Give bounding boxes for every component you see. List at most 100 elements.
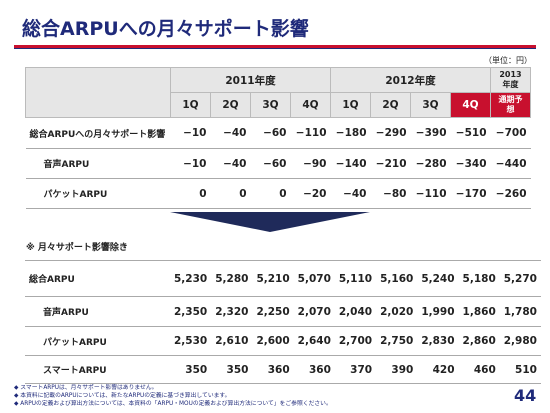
cell-value: −700: [490, 117, 531, 149]
cell-value: −440: [490, 148, 531, 179]
cell-value: −80: [370, 178, 411, 209]
cell-value: 5,280: [211, 260, 253, 297]
title-rule: [14, 45, 536, 48]
cell-value: 1,860: [458, 296, 500, 327]
cell-value: −40: [330, 178, 371, 209]
cell-value: 2,530: [170, 326, 212, 356]
cell-value: −510: [450, 117, 491, 149]
year-row: 2011年度 2012年度 2013 年度: [25, 67, 531, 118]
cell-value: 5,270: [499, 260, 541, 297]
quarter-row: 1Q 2Q 3Q 4Q 1Q 2Q 3Q 4Q 通期予想: [26, 92, 531, 118]
quarter-header: 3Q: [410, 92, 451, 118]
row-label: パケットARPU: [25, 178, 171, 209]
footnote: ◆ 本資料に記載のARPUについては、新たなARPUの定義に基づき算出しています…: [14, 393, 231, 399]
cell-value: 2,040: [334, 296, 377, 327]
footnote: ◆ スマートARPUは、月々サポート影響はありません。: [14, 385, 158, 391]
quarter-header: 4Q: [450, 92, 491, 118]
cell-value: −210: [370, 148, 411, 179]
row-label: 総合ARPUへの月々サポート影響: [25, 117, 171, 149]
cell-value: 2,610: [211, 326, 253, 356]
row-label: 音声ARPU: [25, 296, 170, 327]
cell-value: 1,990: [417, 296, 459, 327]
cell-value: −280: [410, 148, 451, 179]
cell-value: 2,350: [170, 296, 212, 327]
year-header: 2013 年度: [490, 67, 531, 93]
cell-value: −110: [290, 117, 331, 149]
cell-value: −10: [170, 117, 211, 149]
cell-value: 2,250: [252, 296, 294, 327]
cell-value: −180: [330, 117, 371, 149]
cell-value: 5,110: [334, 260, 377, 297]
unit-label: （単位：円）: [484, 56, 532, 65]
note: ※ 月々サポート影響除き: [26, 243, 128, 253]
quarter-header: 2Q: [210, 92, 251, 118]
cell-value: 390: [376, 355, 418, 384]
cell-value: −340: [450, 148, 491, 179]
cell-value: 5,160: [376, 260, 418, 297]
quarter-header: 1Q: [330, 92, 371, 118]
cell-value: 0: [250, 178, 291, 209]
row-label: 総合ARPU: [25, 260, 170, 297]
cell-value: 5,240: [417, 260, 459, 297]
quarter-header: 通期予想: [490, 92, 531, 118]
cell-value: 0: [210, 178, 251, 209]
cell-value: −40: [210, 117, 251, 149]
cell-value: 5,210: [252, 260, 294, 297]
cell-value: −260: [490, 178, 531, 209]
arpu-table: 総合ARPU 5,230 5,280 5,210 5,070 5,110 5,160 5,24…: [25, 260, 541, 384]
cell-value: 2,980: [499, 326, 541, 356]
down-arrow: [170, 212, 370, 232]
cell-value: 0: [170, 178, 211, 209]
cell-value: −390: [410, 117, 451, 149]
cell-value: 370: [334, 355, 377, 384]
quarter-header: 2Q: [370, 92, 411, 118]
cell-value: 460: [458, 355, 500, 384]
table-row: 音声ARPU −10 −40 −60 −90 −140 −210 −280 −340 −440: [25, 148, 531, 179]
cell-value: 2,320: [211, 296, 253, 327]
quarter-header: 3Q: [250, 92, 291, 118]
cell-value: 420: [417, 355, 459, 384]
cell-value: 2,640: [293, 326, 335, 356]
cell-value: −290: [370, 117, 411, 149]
arrow-shape: [170, 212, 370, 232]
table-row: 総合ARPU 5,230 5,280 5,210 5,070 5,110 5,160 5,24…: [25, 260, 541, 297]
cell-value: 2,860: [458, 326, 500, 356]
cell-value: 2,020: [376, 296, 418, 327]
row-label: スマートARPU: [25, 355, 170, 384]
blank-header: [25, 67, 171, 118]
cell-value: −10: [170, 148, 211, 179]
cell-value: 2,700: [334, 326, 377, 356]
cell-value: −140: [330, 148, 371, 179]
cell-value: 360: [293, 355, 335, 384]
slide-title: 総合ARPUへの月々サポート影響: [22, 18, 309, 40]
cell-value: 5,180: [458, 260, 500, 297]
cell-value: −40: [210, 148, 251, 179]
year-header: 2012年度: [330, 67, 491, 93]
table-row: 総合ARPUへの月々サポート影響 −10 −40 −60 −110 −180 −290 −39…: [25, 117, 531, 149]
title-rule: [14, 48, 536, 49]
table-row: パケットARPU 0 0 0 −20 −40 −80 −110 −170 −260: [25, 178, 531, 209]
cell-value: −170: [450, 178, 491, 209]
cell-value: 2,750: [376, 326, 418, 356]
cell-value: −60: [250, 117, 291, 149]
cell-value: 2,830: [417, 326, 459, 356]
cell-value: −20: [290, 178, 331, 209]
impact-table: 2011年度 2012年度 2013 年度 1Q 2Q 3Q 4Q 1Q 2Q 3Q 4Q 通期予想総…: [25, 67, 531, 209]
cell-value: −110: [410, 178, 451, 209]
cell-value: −90: [290, 148, 331, 179]
quarter-header: 4Q: [290, 92, 331, 118]
cell-value: 5,070: [293, 260, 335, 297]
footnotes: ◆ スマートARPUは、月々サポート影響はありません。 ◆ 本資料に記載のARPU…: [14, 384, 332, 408]
cell-value: 510: [499, 355, 541, 384]
cell-value: 2,600: [252, 326, 294, 356]
table-row: スマートARPU 350 350 360 360 370 390 420 460 510: [25, 355, 541, 384]
quarter-header: 1Q: [170, 92, 211, 118]
cell-value: 1,780: [499, 296, 541, 327]
footnote: ◆ ARPUの定義および算出方法については、本資料の「ARPU・MOUの定義およ…: [14, 401, 332, 407]
cell-value: 2,070: [293, 296, 335, 327]
table-row: 音声ARPU 2,350 2,320 2,250 2,070 2,040 2,020 1,99…: [25, 296, 541, 327]
page-number: 44: [514, 386, 537, 405]
row-label: パケットARPU: [25, 326, 170, 356]
cell-value: 350: [170, 355, 212, 384]
